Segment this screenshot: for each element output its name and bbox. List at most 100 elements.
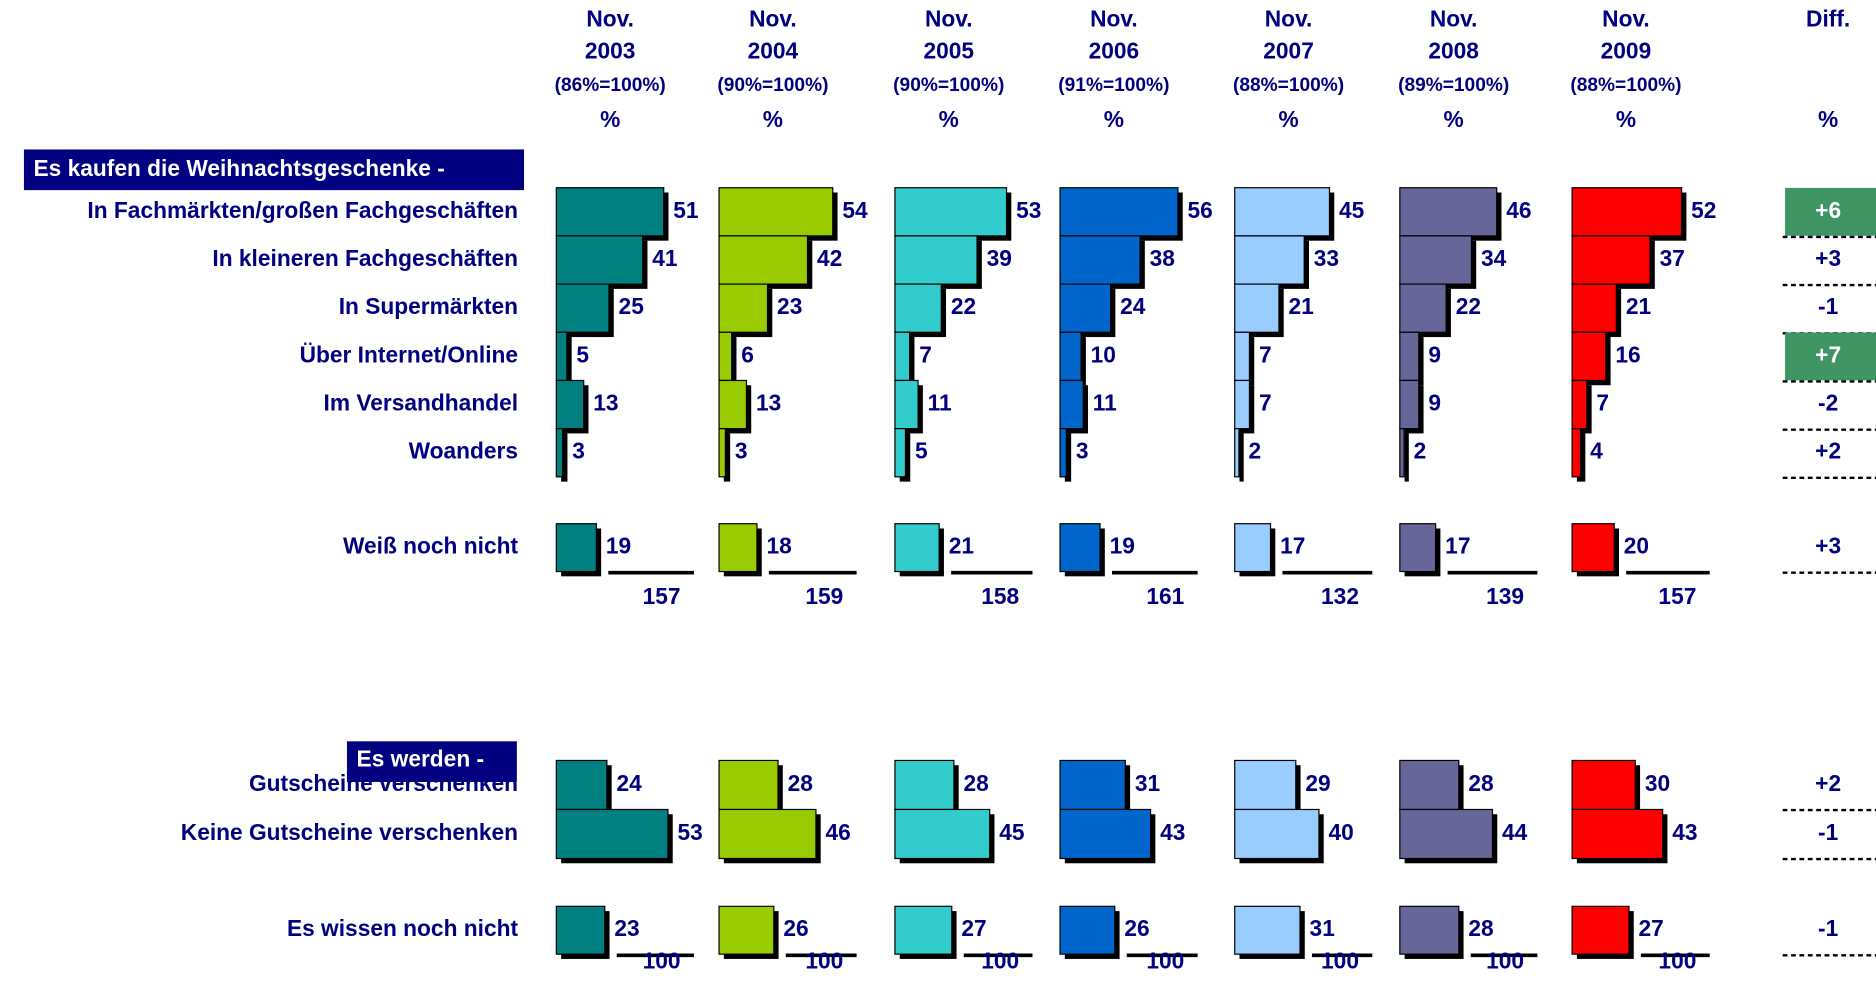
row-label: Es wissen noch nicht bbox=[287, 915, 519, 941]
bar bbox=[1059, 187, 1179, 237]
value-label: 28 bbox=[1468, 915, 1493, 941]
total-value: 158 bbox=[981, 583, 1019, 609]
row-label: In Fachmärkten/großen Fachgeschäften bbox=[87, 197, 518, 223]
column-year: 2005 bbox=[923, 38, 974, 64]
bar bbox=[555, 235, 644, 285]
column-unit: % bbox=[1104, 106, 1124, 132]
column-period: Nov. bbox=[1265, 5, 1313, 31]
value-label: 7 bbox=[1596, 390, 1609, 416]
row-label: In kleineren Fachgeschäften bbox=[212, 245, 518, 271]
bar bbox=[1399, 808, 1494, 860]
column-base: (89%=100%) bbox=[1398, 75, 1509, 96]
total-value: 157 bbox=[643, 583, 681, 609]
total-value: 100 bbox=[1146, 948, 1184, 974]
bar bbox=[555, 187, 665, 237]
value-label: 22 bbox=[1456, 293, 1481, 319]
value-label: 3 bbox=[735, 438, 748, 464]
bar bbox=[1234, 379, 1251, 430]
column-base: (88%=100%) bbox=[1570, 75, 1681, 96]
total-value: 100 bbox=[1321, 948, 1359, 974]
diff-value: +3 bbox=[1815, 245, 1841, 271]
value-label: 23 bbox=[614, 915, 639, 941]
column-unit: % bbox=[763, 106, 783, 132]
column-base: (90%=100%) bbox=[717, 75, 828, 96]
column-period: Nov. bbox=[925, 5, 973, 31]
value-label: 29 bbox=[1305, 770, 1330, 796]
value-label: 10 bbox=[1091, 341, 1116, 367]
bar bbox=[1571, 235, 1651, 285]
bar bbox=[718, 331, 733, 382]
bar bbox=[1234, 331, 1251, 382]
bar bbox=[894, 428, 907, 478]
column-year: 2004 bbox=[748, 38, 799, 64]
bar bbox=[718, 523, 758, 573]
bar bbox=[555, 808, 669, 860]
value-label: 26 bbox=[1124, 915, 1149, 941]
total-value: 161 bbox=[1146, 583, 1184, 609]
bar bbox=[1234, 759, 1297, 811]
value-label: 51 bbox=[673, 197, 698, 223]
bar bbox=[894, 379, 919, 430]
bar bbox=[894, 235, 978, 285]
diff-highlight bbox=[1785, 187, 1876, 236]
diff-value: +3 bbox=[1815, 533, 1841, 559]
row-label: Keine Gutscheine verschenken bbox=[181, 819, 518, 845]
value-label: 2 bbox=[1248, 438, 1261, 464]
value-label: 43 bbox=[1160, 819, 1185, 845]
value-label: 17 bbox=[1445, 533, 1470, 559]
bar bbox=[894, 523, 940, 573]
diff-title: Diff. bbox=[1806, 5, 1850, 31]
bar bbox=[555, 428, 564, 478]
column-year: 2006 bbox=[1089, 38, 1140, 64]
value-label: 19 bbox=[1110, 533, 1135, 559]
bar bbox=[718, 905, 775, 955]
bar bbox=[555, 379, 585, 430]
bar bbox=[1571, 428, 1582, 478]
value-label: 9 bbox=[1428, 341, 1441, 367]
value-label: 40 bbox=[1329, 819, 1354, 845]
diff-value: +6 bbox=[1815, 197, 1841, 223]
diff-unit: % bbox=[1818, 106, 1838, 132]
value-label: 52 bbox=[1691, 197, 1716, 223]
value-label: 30 bbox=[1645, 770, 1670, 796]
row-label: Im Versandhandel bbox=[324, 390, 519, 416]
section-heading-box bbox=[346, 741, 517, 782]
value-label: 25 bbox=[619, 293, 644, 319]
value-label: 21 bbox=[1289, 293, 1314, 319]
diff-value: +2 bbox=[1815, 770, 1841, 796]
diff-value: +7 bbox=[1815, 341, 1841, 367]
bar bbox=[1059, 235, 1141, 285]
value-label: 28 bbox=[788, 770, 813, 796]
value-label: 39 bbox=[987, 245, 1012, 271]
bar bbox=[1234, 905, 1301, 955]
value-label: 46 bbox=[1506, 197, 1531, 223]
total-value: 100 bbox=[981, 948, 1019, 974]
total-value: 100 bbox=[1486, 948, 1524, 974]
bar bbox=[1059, 283, 1112, 333]
value-label: 45 bbox=[999, 819, 1024, 845]
bar bbox=[894, 187, 1008, 237]
bar bbox=[1059, 523, 1101, 573]
value-label: 43 bbox=[1672, 819, 1697, 845]
bar-shadow bbox=[1064, 433, 1072, 482]
diff-highlight bbox=[1785, 332, 1876, 381]
bar bbox=[1059, 905, 1116, 955]
column-year: 2007 bbox=[1263, 38, 1314, 64]
value-label: 3 bbox=[572, 438, 585, 464]
bar bbox=[1399, 523, 1437, 573]
bar bbox=[718, 428, 726, 478]
column-base: (86%=100%) bbox=[555, 75, 666, 96]
bar bbox=[1059, 331, 1082, 382]
diff-value: -2 bbox=[1818, 390, 1838, 416]
bar bbox=[1399, 187, 1498, 237]
row-label: In Supermärkten bbox=[339, 293, 518, 319]
column-base: (88%=100%) bbox=[1233, 75, 1344, 96]
value-label: 45 bbox=[1339, 197, 1364, 223]
value-label: 27 bbox=[961, 915, 986, 941]
bar bbox=[1571, 283, 1617, 333]
value-label: 37 bbox=[1660, 245, 1685, 271]
value-label: 13 bbox=[756, 390, 781, 416]
section-heading: Es kaufen die Weihnachtsgeschenke - bbox=[34, 155, 445, 181]
column-unit: % bbox=[939, 106, 959, 132]
